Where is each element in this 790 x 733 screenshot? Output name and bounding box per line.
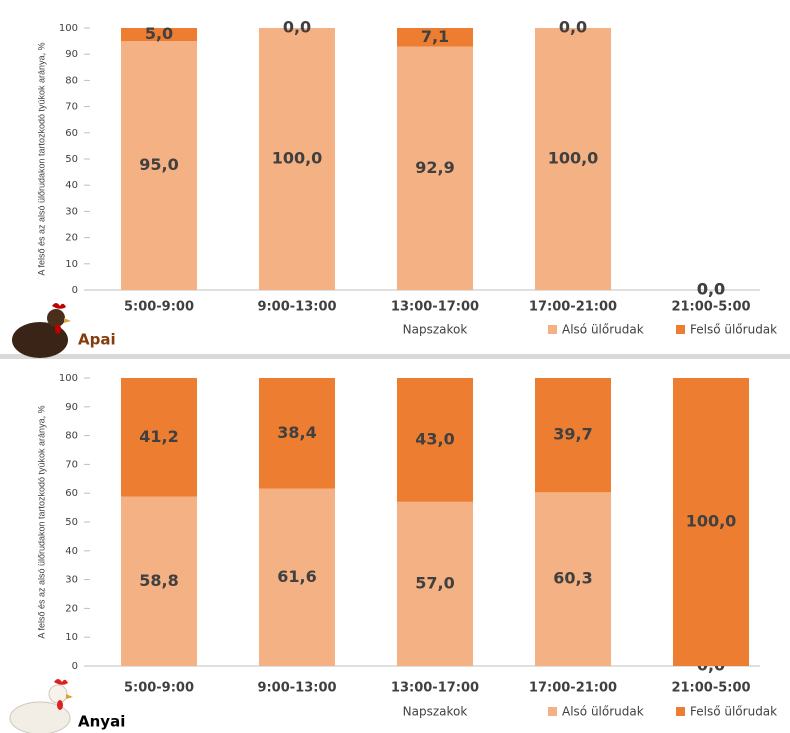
bar-segment bbox=[121, 378, 197, 497]
bar-segment bbox=[535, 378, 611, 493]
y-tick-label: 30 bbox=[65, 206, 78, 217]
y-tick-label: 90 bbox=[65, 402, 78, 413]
bar-segment bbox=[673, 378, 749, 666]
x-axis-title: Napszakok bbox=[403, 323, 468, 337]
legend-swatch bbox=[548, 325, 557, 334]
y-tick-label: 60 bbox=[65, 128, 78, 139]
y-tick-label: 40 bbox=[65, 180, 78, 191]
bar-segment bbox=[121, 41, 197, 290]
bar-segment bbox=[259, 488, 335, 666]
x-tick-label: 9:00-13:00 bbox=[257, 300, 336, 315]
y-tick-label: 60 bbox=[65, 488, 78, 499]
x-tick-label: 9:00-13:00 bbox=[257, 681, 336, 696]
y-tick-label: 90 bbox=[65, 49, 78, 60]
value-label: 41,2 bbox=[139, 427, 178, 446]
value-label: 39,7 bbox=[553, 425, 592, 444]
value-label: 95,0 bbox=[139, 155, 178, 174]
value-label: 57,0 bbox=[415, 573, 454, 592]
value-label: 5,0 bbox=[145, 24, 173, 43]
y-tick-label: 50 bbox=[65, 154, 78, 165]
bar-segment bbox=[535, 492, 611, 666]
y-tick-label: 80 bbox=[65, 75, 78, 86]
legend-label: Felső ülőrudak bbox=[690, 705, 777, 719]
y-tick-label: 20 bbox=[65, 233, 78, 244]
y-axis-title: A felső és az alsó ülőrudakon tartozkodó… bbox=[36, 405, 46, 638]
value-label: 58,8 bbox=[139, 571, 178, 590]
bar-segment bbox=[259, 378, 335, 489]
y-tick-label: 0 bbox=[72, 285, 78, 296]
value-label: 0,0 bbox=[559, 18, 587, 37]
bar-segment bbox=[397, 501, 473, 666]
value-label: 0,0 bbox=[283, 18, 311, 37]
value-label: 38,4 bbox=[277, 423, 316, 442]
value-label: 0,0 bbox=[697, 280, 725, 299]
chicken-icon bbox=[12, 303, 71, 358]
y-tick-label: 10 bbox=[65, 259, 78, 270]
y-tick-label: 30 bbox=[65, 575, 78, 586]
y-tick-label: 10 bbox=[65, 632, 78, 643]
y-tick-label: 80 bbox=[65, 431, 78, 442]
bar-segment bbox=[121, 28, 197, 42]
bar-segment bbox=[397, 28, 473, 47]
y-axis-title: A felső és az alsó ülőrudakon tartozkodó… bbox=[36, 42, 46, 275]
y-tick-label: 70 bbox=[65, 459, 78, 470]
value-label: 92,9 bbox=[415, 158, 454, 177]
bar-segment bbox=[397, 378, 473, 502]
x-tick-label: 13:00-17:00 bbox=[391, 681, 479, 696]
bar-segment bbox=[121, 496, 197, 666]
value-label: 100,0 bbox=[686, 512, 737, 531]
value-label: 60,3 bbox=[553, 569, 592, 588]
value-label: 100,0 bbox=[272, 149, 323, 168]
x-tick-label: 17:00-21:00 bbox=[529, 300, 617, 315]
panel-label: Anyai bbox=[78, 713, 125, 731]
x-tick-label: 5:00-9:00 bbox=[124, 300, 194, 315]
legend-swatch bbox=[548, 707, 557, 716]
x-tick-label: 21:00-5:00 bbox=[671, 681, 750, 696]
bar-segment bbox=[259, 28, 335, 290]
y-tick-label: 100 bbox=[59, 373, 78, 384]
legend-label: Alsó ülőrudak bbox=[562, 705, 644, 719]
y-tick-label: 50 bbox=[65, 517, 78, 528]
x-tick-label: 13:00-17:00 bbox=[391, 300, 479, 315]
legend-swatch bbox=[676, 325, 685, 334]
value-label: 61,6 bbox=[277, 567, 316, 586]
value-label: 0,0 bbox=[697, 280, 725, 299]
panel-label: Apai bbox=[78, 331, 116, 349]
bar-segment bbox=[535, 28, 611, 290]
legend-label: Felső ülőrudak bbox=[690, 323, 777, 337]
legend-label: Alsó ülőrudak bbox=[562, 323, 644, 337]
x-tick-label: 21:00-5:00 bbox=[671, 300, 750, 315]
y-tick-label: 40 bbox=[65, 546, 78, 557]
y-tick-label: 20 bbox=[65, 603, 78, 614]
x-axis-title: Napszakok bbox=[403, 705, 468, 719]
y-tick-label: 70 bbox=[65, 102, 78, 113]
bar-segment bbox=[397, 46, 473, 290]
x-tick-label: 5:00-9:00 bbox=[124, 681, 194, 696]
y-tick-label: 0 bbox=[72, 661, 78, 672]
x-tick-label: 17:00-21:00 bbox=[529, 681, 617, 696]
value-label: 7,1 bbox=[421, 27, 449, 46]
value-label: 43,0 bbox=[415, 429, 454, 448]
divider bbox=[0, 354, 790, 359]
legend-swatch bbox=[676, 707, 685, 716]
value-label: 100,0 bbox=[548, 149, 599, 168]
chicken-icon bbox=[9, 679, 73, 733]
y-tick-label: 100 bbox=[59, 23, 78, 34]
